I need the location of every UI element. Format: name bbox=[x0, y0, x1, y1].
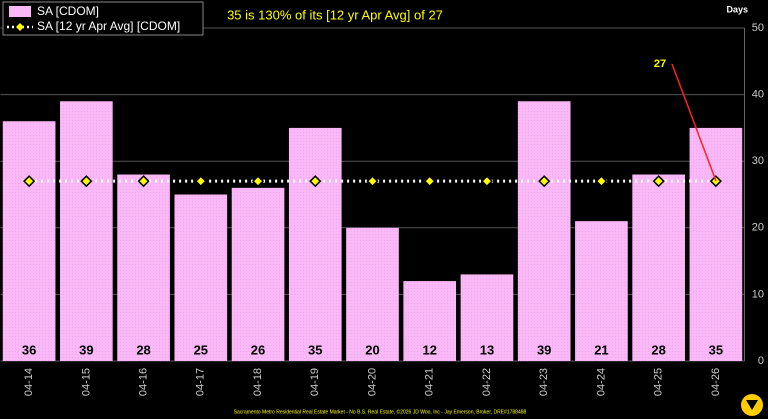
y-tick-label: 30 bbox=[752, 155, 764, 167]
x-tick-label: 04-18 bbox=[252, 368, 264, 396]
bar bbox=[460, 274, 514, 361]
legend bbox=[2, 1, 204, 36]
average-marker bbox=[251, 175, 265, 188]
average-marker bbox=[194, 175, 207, 188]
average-marker bbox=[137, 175, 150, 188]
bar bbox=[2, 121, 56, 362]
x-tick-label: 04-21 bbox=[424, 368, 436, 396]
average-marker bbox=[538, 175, 551, 188]
average-marker bbox=[366, 175, 379, 188]
y-tick-label: 40 bbox=[752, 89, 764, 101]
average-marker bbox=[23, 175, 36, 188]
legend-label: SA [12 yr Apr Avg] [CDOM] bbox=[37, 19, 180, 33]
value-label: 28 bbox=[136, 342, 150, 357]
x-tick-label: 04-14 bbox=[23, 368, 35, 396]
annotation: 27 bbox=[654, 58, 666, 70]
annotation-line bbox=[671, 63, 717, 182]
y-tick-label: 10 bbox=[752, 288, 764, 300]
value-label: 12 bbox=[422, 342, 436, 357]
footer: Sacramento Metro Residential Real Estate… bbox=[234, 408, 527, 415]
x-tick-label: 04-16 bbox=[137, 368, 149, 396]
average-marker bbox=[652, 175, 665, 188]
value-label: 39 bbox=[79, 342, 93, 357]
average-marker bbox=[709, 175, 722, 188]
value-label: 36 bbox=[22, 342, 36, 357]
x-tick-label: 04-15 bbox=[80, 368, 92, 396]
x-tick-label: 04-20 bbox=[366, 368, 378, 396]
x-tick-label: 04-23 bbox=[538, 368, 550, 396]
x-tick-label: 04-25 bbox=[653, 368, 665, 396]
bar bbox=[575, 221, 628, 361]
value-label: 13 bbox=[480, 342, 494, 357]
value-label: 26 bbox=[251, 342, 265, 357]
x-tick-label: 04-19 bbox=[309, 368, 321, 396]
y-tick-label: 50 bbox=[752, 22, 764, 34]
average-marker bbox=[80, 175, 93, 188]
average-marker bbox=[309, 175, 322, 188]
y-tick-label: 0 bbox=[758, 355, 764, 367]
x-tick-label: 04-26 bbox=[710, 368, 722, 396]
bar bbox=[60, 101, 113, 361]
legend-marker bbox=[16, 23, 24, 31]
average-marker bbox=[480, 175, 494, 188]
value-label: 35 bbox=[308, 342, 322, 357]
bar bbox=[517, 101, 571, 361]
x-tick-label: 04-24 bbox=[595, 368, 607, 396]
bar bbox=[403, 281, 457, 361]
x-tick-label: 04-17 bbox=[195, 368, 207, 396]
legend-swatch bbox=[9, 6, 31, 17]
value-label: 21 bbox=[594, 342, 608, 357]
logo-mark bbox=[746, 400, 758, 410]
value-label: 39 bbox=[537, 342, 551, 357]
average-marker bbox=[595, 175, 608, 188]
y-axis-label: Days bbox=[726, 4, 748, 14]
bar bbox=[288, 127, 342, 362]
bar bbox=[632, 174, 685, 361]
chart-title: 35 is 130% of its [12 yr Apr Avg] of 27 bbox=[227, 7, 443, 22]
bar bbox=[346, 227, 399, 361]
value-label: 35 bbox=[709, 342, 723, 357]
legend-label: SA [CDOM] bbox=[37, 4, 99, 18]
bar bbox=[117, 174, 170, 361]
bar bbox=[174, 194, 228, 361]
value-label: 25 bbox=[194, 342, 208, 357]
bar bbox=[231, 187, 285, 361]
average-marker bbox=[423, 175, 436, 188]
bar bbox=[689, 127, 743, 362]
value-label: 20 bbox=[365, 342, 379, 357]
x-tick-label: 04-22 bbox=[481, 368, 493, 396]
value-label: 28 bbox=[651, 342, 665, 357]
y-tick-label: 20 bbox=[752, 222, 764, 234]
